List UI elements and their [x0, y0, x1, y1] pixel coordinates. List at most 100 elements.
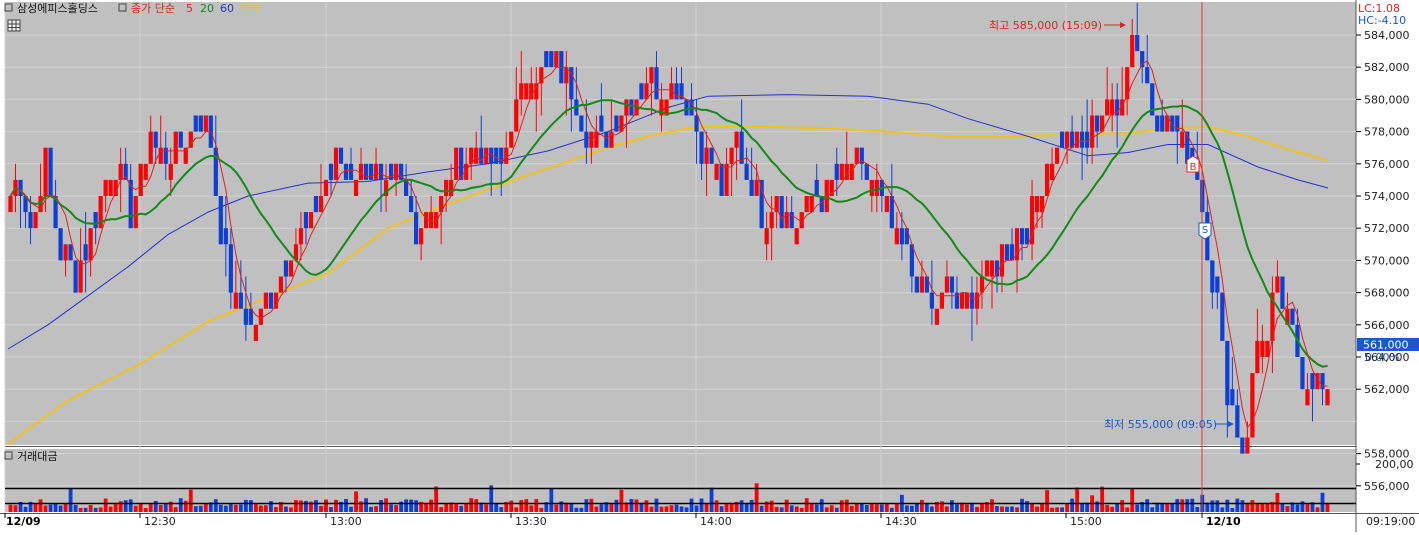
- candle-body: [839, 163, 844, 180]
- candle-body: [1130, 35, 1135, 68]
- volume-bar: [924, 503, 929, 512]
- volume-bar: [784, 499, 789, 512]
- candle-body: [38, 196, 43, 213]
- candle-body: [544, 51, 549, 68]
- candle-body: [73, 260, 78, 293]
- volume-bar: [369, 506, 373, 512]
- volume-title: 거래대금: [17, 450, 57, 463]
- candle-body: [729, 147, 734, 164]
- candle-body: [1150, 83, 1155, 116]
- volume-bar: [1160, 504, 1165, 512]
- price-tick-label: 562,000: [1364, 383, 1410, 396]
- indicator-collapse-icon[interactable]: [118, 3, 127, 12]
- volume-bar: [1015, 507, 1019, 512]
- candle-body: [343, 163, 349, 180]
- current-change-label: 0.00%: [1365, 351, 1400, 364]
- sell-marker-icon[interactable]: S: [1198, 222, 1212, 240]
- volume-bar: [549, 488, 554, 512]
- volume-bar: [709, 487, 714, 512]
- candle-body: [974, 292, 980, 309]
- candle-body: [994, 260, 1000, 277]
- price-tick-label: 578,000: [1364, 126, 1410, 139]
- candle-body: [1044, 163, 1050, 196]
- volume-bar: [228, 504, 233, 512]
- volume-bar: [163, 504, 168, 512]
- candle-body: [1140, 51, 1145, 68]
- candle-body: [474, 147, 479, 164]
- volume-bar: [258, 505, 263, 512]
- volume-bar: [574, 507, 579, 512]
- volume-bar: [329, 507, 333, 512]
- volume-bar: [1285, 505, 1290, 512]
- volume-bar: [529, 505, 534, 512]
- candle-body: [63, 244, 68, 261]
- candle-body: [378, 163, 384, 180]
- candle-body: [1290, 308, 1295, 325]
- volume-bar: [1210, 500, 1215, 512]
- volume-bar: [48, 504, 53, 512]
- time-tick-label: 14:30: [885, 515, 917, 528]
- candle-body: [724, 163, 729, 196]
- candle-body: [1280, 276, 1285, 309]
- volume-bar: [118, 501, 123, 512]
- candle-body: [23, 196, 28, 213]
- candle-body: [889, 196, 894, 229]
- candle-body: [939, 292, 945, 309]
- candle-body: [534, 83, 539, 100]
- candle-body: [984, 260, 990, 277]
- candle-body: [153, 131, 158, 148]
- volume-bar: [248, 500, 253, 512]
- candle-body: [88, 228, 93, 261]
- candle-body: [809, 196, 814, 213]
- volume-bar: [879, 504, 884, 512]
- volume-bar: [874, 504, 879, 512]
- volume-bar: [1255, 503, 1260, 512]
- candle-body: [704, 147, 709, 164]
- candle-body: [684, 99, 689, 116]
- volume-bar: [213, 499, 218, 512]
- candle-body: [469, 147, 474, 164]
- volume-bar: [1325, 503, 1330, 512]
- candle-body: [719, 163, 724, 196]
- candle-body: [464, 163, 469, 180]
- candle-body: [789, 212, 794, 229]
- candle-body: [273, 292, 279, 309]
- volume-bar: [414, 500, 419, 512]
- volume-bar: [694, 505, 699, 512]
- volume-collapse-icon[interactable]: [4, 451, 13, 460]
- candle-body: [163, 147, 168, 164]
- volume-bar: [494, 503, 499, 512]
- candle-body: [1064, 131, 1070, 148]
- candle-body: [1245, 437, 1250, 454]
- volume-bar: [274, 507, 278, 512]
- volume-bar: [659, 506, 664, 512]
- candle-body: [18, 179, 23, 196]
- collapse-icon[interactable]: [4, 3, 13, 12]
- volume-bar: [1070, 498, 1075, 512]
- buy-marker-icon[interactable]: B: [1186, 155, 1200, 173]
- candle-body: [964, 292, 970, 309]
- candle-body: [1049, 163, 1055, 180]
- candle-body: [48, 147, 53, 196]
- candle-body: [1275, 276, 1280, 293]
- volume-bar: [223, 505, 228, 512]
- volume-bar: [519, 500, 524, 512]
- volume-bar: [1110, 506, 1115, 512]
- volume-bar: [749, 499, 754, 512]
- table-view-icon[interactable]: [7, 19, 21, 32]
- volume-bar: [980, 503, 984, 512]
- candle-body: [444, 179, 449, 196]
- candle-body: [103, 179, 108, 196]
- volume-bar: [1085, 502, 1090, 512]
- volume-bar: [153, 500, 158, 512]
- candle-body: [1325, 389, 1330, 406]
- volume-bar: [764, 501, 769, 512]
- candle-body: [1059, 131, 1065, 148]
- candle-body: [479, 147, 484, 164]
- candle-body: [1034, 196, 1040, 213]
- volume-bar: [834, 507, 839, 512]
- candle-body: [83, 244, 88, 261]
- indicator-label: 종가 단순: [131, 2, 175, 15]
- candle-body: [884, 196, 889, 213]
